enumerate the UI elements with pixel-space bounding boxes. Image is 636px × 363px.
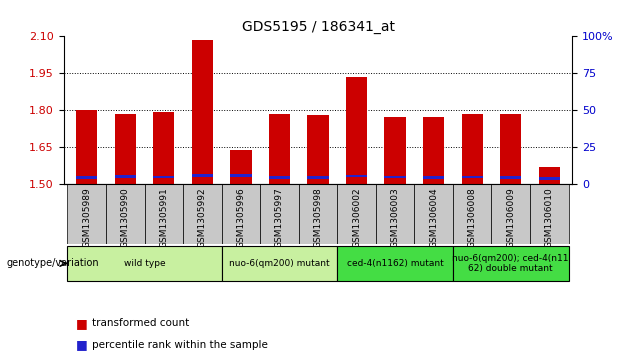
FancyBboxPatch shape	[492, 184, 530, 244]
Bar	[346, 77, 367, 184]
Text: GSM1305990: GSM1305990	[121, 187, 130, 248]
Text: GSM1306003: GSM1306003	[391, 187, 399, 248]
Text: GSM1306004: GSM1306004	[429, 187, 438, 248]
Bar	[269, 176, 290, 179]
Text: genotype/variation: genotype/variation	[6, 258, 99, 268]
Text: GSM1306009: GSM1306009	[506, 187, 515, 248]
Bar	[423, 176, 444, 179]
FancyBboxPatch shape	[453, 184, 492, 244]
Bar	[153, 112, 174, 184]
Bar	[230, 174, 251, 177]
FancyBboxPatch shape	[415, 184, 453, 244]
Text: GSM1305998: GSM1305998	[314, 187, 322, 248]
FancyBboxPatch shape	[106, 184, 144, 244]
Bar	[269, 114, 290, 184]
Bar	[500, 114, 522, 184]
Text: nuo-6(qm200) mutant: nuo-6(qm200) mutant	[229, 259, 330, 268]
Text: GSM1306010: GSM1306010	[545, 187, 554, 248]
Text: GSM1306002: GSM1306002	[352, 187, 361, 248]
Text: GSM1305992: GSM1305992	[198, 187, 207, 248]
Bar	[423, 117, 444, 184]
Text: percentile rank within the sample: percentile rank within the sample	[92, 340, 268, 350]
Text: transformed count: transformed count	[92, 318, 190, 328]
Bar	[153, 176, 174, 179]
FancyBboxPatch shape	[453, 246, 569, 281]
Text: GSM1305996: GSM1305996	[237, 187, 245, 248]
Bar	[114, 175, 136, 178]
Text: ■: ■	[76, 317, 88, 330]
Bar	[307, 115, 329, 184]
FancyBboxPatch shape	[299, 184, 337, 244]
Bar	[192, 40, 213, 184]
Text: GSM1305997: GSM1305997	[275, 187, 284, 248]
FancyBboxPatch shape	[337, 184, 376, 244]
Bar	[385, 117, 406, 184]
Bar	[385, 176, 406, 179]
FancyBboxPatch shape	[183, 184, 221, 244]
FancyBboxPatch shape	[530, 184, 569, 244]
FancyBboxPatch shape	[67, 184, 106, 244]
Text: wild type: wild type	[124, 259, 165, 268]
Title: GDS5195 / 186341_at: GDS5195 / 186341_at	[242, 20, 394, 34]
Bar	[462, 176, 483, 179]
Bar	[462, 114, 483, 184]
FancyBboxPatch shape	[144, 184, 183, 244]
Text: GSM1306008: GSM1306008	[467, 187, 476, 248]
Text: GSM1305991: GSM1305991	[160, 187, 169, 248]
Text: ■: ■	[76, 338, 88, 351]
Bar	[346, 175, 367, 178]
Bar	[539, 177, 560, 180]
Text: ced-4(n1162) mutant: ced-4(n1162) mutant	[347, 259, 443, 268]
Text: nuo-6(qm200); ced-4(n11
62) double mutant: nuo-6(qm200); ced-4(n11 62) double mutan…	[452, 254, 569, 273]
FancyBboxPatch shape	[260, 184, 299, 244]
Bar	[76, 110, 97, 184]
FancyBboxPatch shape	[67, 246, 221, 281]
Text: GSM1305989: GSM1305989	[82, 187, 91, 248]
FancyBboxPatch shape	[221, 246, 337, 281]
FancyBboxPatch shape	[376, 184, 415, 244]
Bar	[500, 176, 522, 179]
Bar	[539, 167, 560, 184]
FancyBboxPatch shape	[221, 184, 260, 244]
Bar	[76, 176, 97, 179]
Bar	[307, 176, 329, 179]
Bar	[114, 114, 136, 184]
FancyBboxPatch shape	[337, 246, 453, 281]
Bar	[230, 150, 251, 184]
Bar	[192, 174, 213, 177]
